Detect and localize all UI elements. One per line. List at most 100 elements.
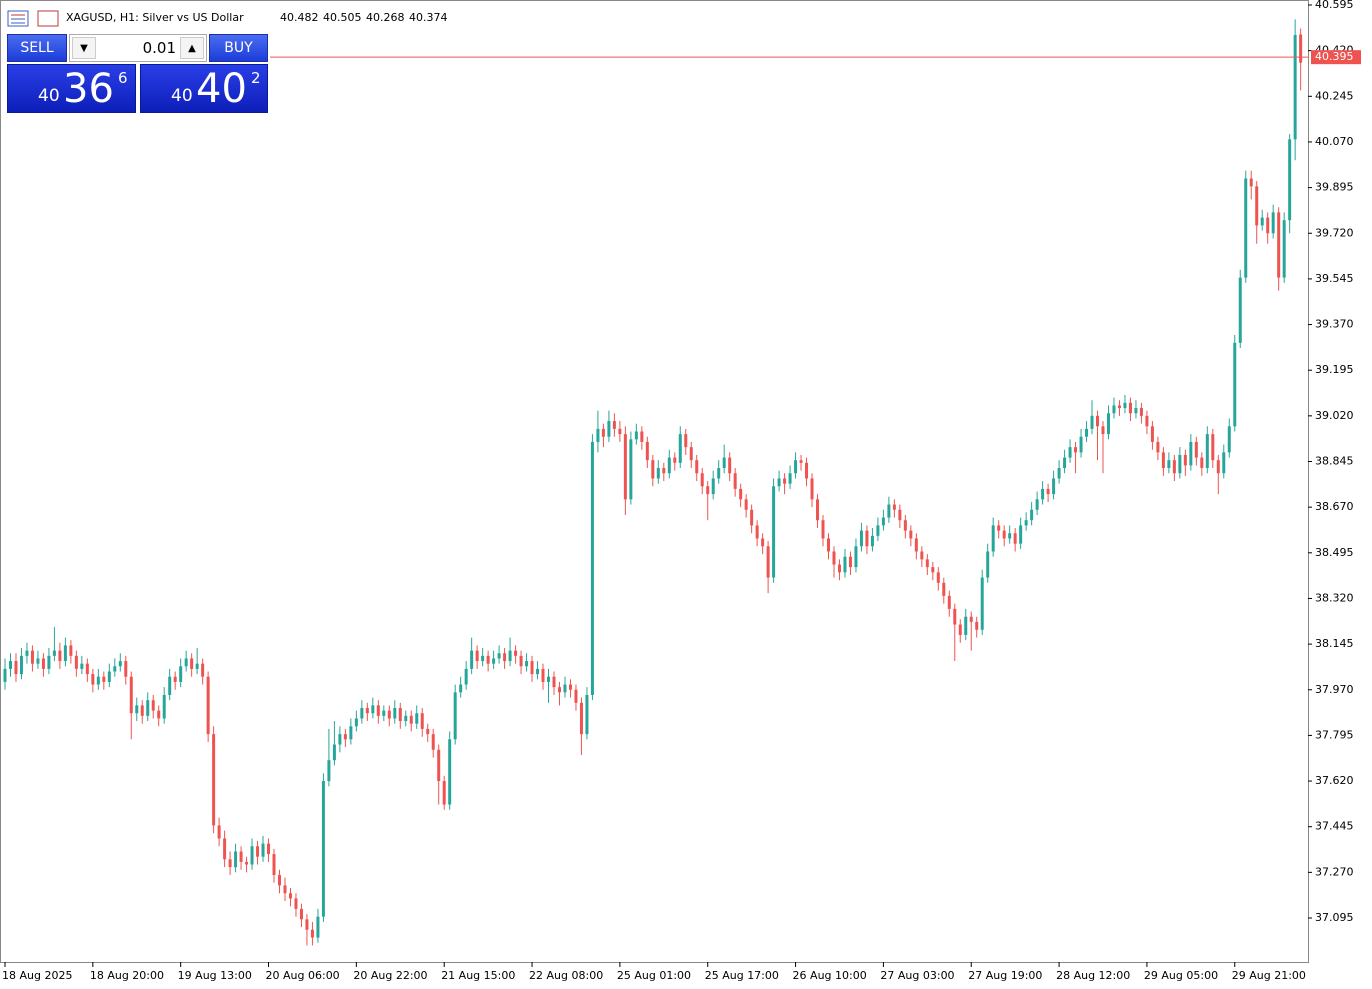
candle-body bbox=[464, 668, 468, 685]
price-tag-label: 40.395 bbox=[1315, 50, 1354, 63]
candle-body bbox=[640, 431, 644, 442]
candle-body bbox=[1156, 441, 1160, 453]
candle-body bbox=[151, 700, 155, 711]
x-tick-label: 21 Aug 15:00 bbox=[441, 969, 515, 982]
candle-body bbox=[914, 538, 918, 552]
candle-body bbox=[997, 525, 1001, 531]
candle-body bbox=[102, 676, 106, 682]
candle-body bbox=[1194, 441, 1198, 458]
y-tick-label: 37.445 bbox=[1315, 820, 1354, 833]
candle-body bbox=[1128, 402, 1132, 414]
candle-body bbox=[601, 428, 605, 437]
candle-body bbox=[415, 713, 419, 724]
y-tick-label: 39.720 bbox=[1315, 226, 1354, 239]
candle-body bbox=[958, 624, 962, 635]
candle-body bbox=[376, 705, 380, 716]
candle-body bbox=[777, 478, 781, 487]
candle-body bbox=[1134, 408, 1138, 414]
candle-body bbox=[755, 525, 759, 539]
candle-body bbox=[316, 916, 320, 938]
candle-body bbox=[645, 441, 649, 461]
candle-body bbox=[980, 577, 984, 630]
candle-body bbox=[1266, 217, 1270, 234]
candle-body bbox=[859, 530, 863, 547]
candle-body bbox=[585, 694, 589, 735]
buy-button[interactable]: BUY bbox=[209, 34, 268, 62]
y-tick-label: 39.895 bbox=[1315, 181, 1354, 194]
candle-body bbox=[739, 488, 743, 500]
candle-body bbox=[272, 854, 276, 875]
candle-body bbox=[678, 434, 682, 463]
candle-body bbox=[1074, 447, 1078, 453]
y-tick-label: 37.795 bbox=[1315, 728, 1354, 741]
candle-body bbox=[321, 781, 325, 917]
candle-body bbox=[618, 428, 622, 435]
candle-body bbox=[1030, 509, 1034, 521]
icon-chart[interactable] bbox=[37, 10, 59, 27]
volume-down[interactable]: ▼ bbox=[72, 37, 96, 59]
candle-body bbox=[360, 708, 364, 719]
candle-body bbox=[1150, 426, 1154, 442]
candle-body bbox=[1238, 277, 1242, 343]
x-tick-label: 28 Aug 12:00 bbox=[1056, 969, 1130, 982]
candle-body bbox=[168, 676, 172, 695]
candle-body bbox=[1101, 426, 1105, 435]
candle-body bbox=[223, 838, 227, 860]
candle-body bbox=[1106, 413, 1110, 435]
candle-body bbox=[651, 460, 655, 479]
candle-body bbox=[706, 486, 710, 495]
volume-box[interactable]: ▼ 0.01 ▲ bbox=[69, 34, 207, 62]
candle-body bbox=[695, 460, 699, 474]
candle-body bbox=[766, 546, 770, 578]
candle-body bbox=[475, 650, 479, 662]
candle-body bbox=[195, 663, 199, 669]
candle-body bbox=[69, 645, 73, 656]
volume-value[interactable]: 0.01 bbox=[142, 39, 176, 57]
candle-body bbox=[744, 499, 748, 510]
candle-body bbox=[903, 520, 907, 531]
candle-body bbox=[1079, 436, 1083, 453]
x-tick-label: 26 Aug 10:00 bbox=[793, 969, 867, 982]
candle-body bbox=[854, 546, 858, 568]
candle-body bbox=[1008, 533, 1012, 539]
candle-body bbox=[810, 478, 814, 500]
candle-body bbox=[794, 460, 798, 474]
candle-body bbox=[3, 668, 7, 682]
candle-body bbox=[25, 650, 29, 656]
candle-body bbox=[1293, 34, 1297, 140]
candle-body bbox=[514, 650, 518, 656]
candle-body bbox=[667, 457, 671, 474]
volume-up[interactable]: ▲ bbox=[180, 37, 204, 59]
candle-body bbox=[107, 671, 111, 682]
candle-body bbox=[629, 439, 633, 500]
candle-body bbox=[799, 460, 803, 463]
candle-body bbox=[1145, 415, 1149, 427]
x-tick-label: 19 Aug 13:00 bbox=[178, 969, 252, 982]
x-tick-label: 27 Aug 03:00 bbox=[880, 969, 954, 982]
ask-price[interactable]: 40 40 2 bbox=[140, 64, 268, 113]
candle-body bbox=[612, 421, 616, 429]
x-tick-label: 27 Aug 19:00 bbox=[968, 969, 1042, 982]
candle-body bbox=[30, 650, 34, 664]
candle-body bbox=[267, 843, 271, 855]
sell-button[interactable]: SELL bbox=[7, 34, 67, 62]
candle-body bbox=[953, 608, 957, 625]
candle-body bbox=[118, 661, 122, 667]
candle-body bbox=[887, 504, 891, 518]
candle-body bbox=[157, 710, 161, 719]
candle-body bbox=[936, 572, 940, 583]
candle-body bbox=[206, 676, 210, 735]
candle-body bbox=[1299, 34, 1303, 63]
ohlc-low: 40.268 bbox=[366, 11, 405, 24]
candle-body bbox=[91, 674, 95, 685]
candle-body bbox=[305, 919, 309, 930]
candle-body bbox=[58, 650, 62, 662]
bid-price[interactable]: 40 36 6 bbox=[7, 64, 136, 113]
candle-body bbox=[420, 713, 424, 729]
candle-body bbox=[404, 715, 408, 722]
candle-body bbox=[343, 734, 347, 740]
candle-body bbox=[332, 744, 336, 761]
candle-body bbox=[299, 908, 303, 920]
candle-body bbox=[173, 676, 177, 682]
